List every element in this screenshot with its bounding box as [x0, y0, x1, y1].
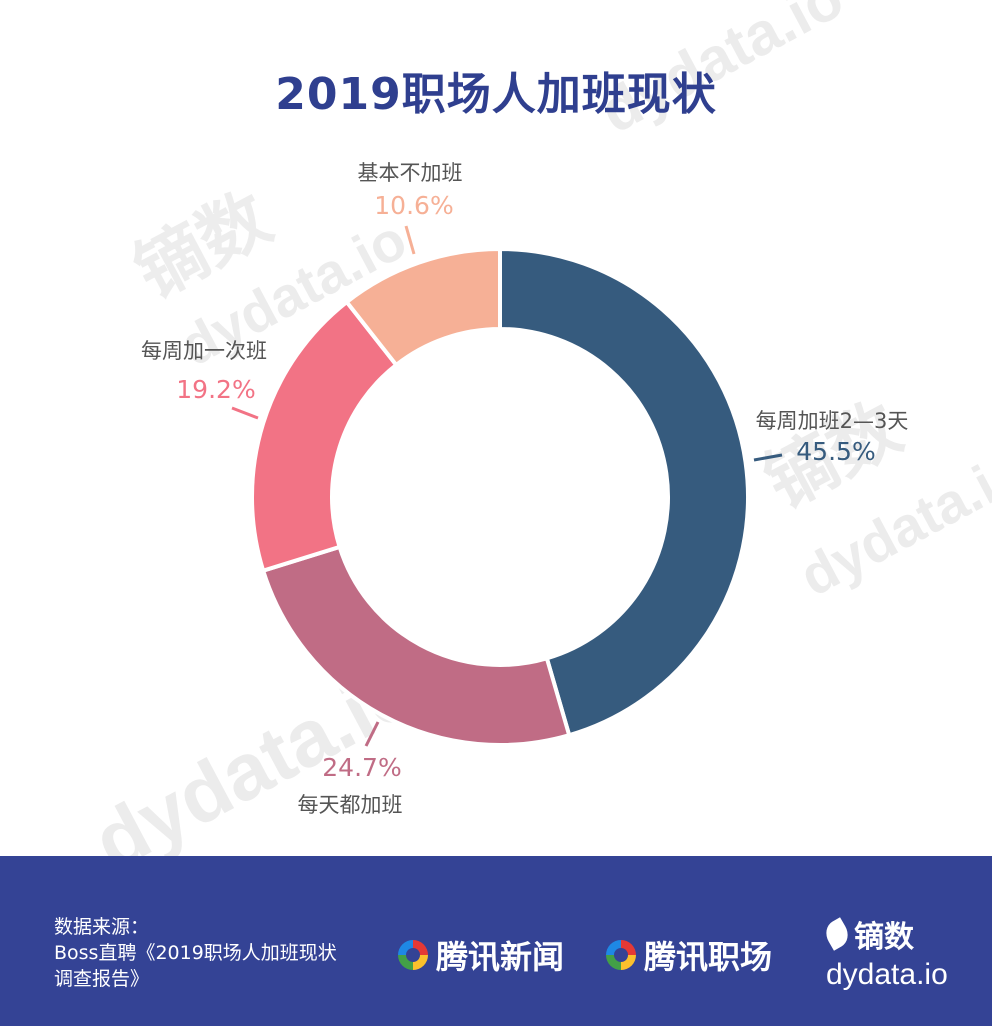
- tencent-logo-icon: [606, 940, 636, 970]
- donut-slice: [343, 246, 502, 368]
- chart-title: 2019职场人加班现状: [275, 69, 717, 120]
- data-source: 数据来源： Boss直聘《2019职场人加班现状 调查报告》: [54, 914, 364, 992]
- source-line: Boss直聘《2019职场人加班现状: [54, 942, 337, 964]
- brand-name: 腾讯新闻: [436, 938, 565, 976]
- slice-label: 每周加班2—3天: [756, 409, 909, 433]
- slice-label: 每天都加班: [298, 793, 403, 817]
- source-line: 数据来源：: [54, 916, 150, 938]
- leader-line: [753, 453, 783, 462]
- slice-label: 每周加一次班: [141, 339, 267, 363]
- leaf-icon: [820, 917, 854, 951]
- tencent-career-logo: 腾讯职场: [606, 932, 772, 978]
- dydata-logo: 镝数 dydata.io: [820, 912, 948, 992]
- leader-line: [231, 406, 259, 420]
- brand-name: 腾讯职场: [644, 938, 773, 976]
- logo-en: dydata.io: [826, 958, 948, 991]
- donut-slice: [250, 299, 400, 574]
- source-line: 调查报告》: [54, 968, 150, 990]
- logo-cn: 镝数: [854, 920, 914, 955]
- donut-chart: 每周加班2—3天 45.5% 每天都加班 24.7% 每周加一次班 19.2% 基本不加班 1…: [141, 161, 909, 817]
- footer-band: 数据来源： Boss直聘《2019职场人加班现状 调查报告》 腾讯新闻 腾讯职场…: [0, 856, 992, 1026]
- slice-value-label: 24.7%: [322, 753, 401, 782]
- slice-label: 基本不加班: [358, 161, 463, 185]
- leader-line: [404, 225, 416, 255]
- slice-value-label: 19.2%: [176, 375, 255, 404]
- donut-slice: [498, 246, 750, 738]
- tencent-logo-icon: [398, 940, 428, 970]
- tencent-news-logo: 腾讯新闻: [398, 932, 564, 978]
- donut-slice: [260, 544, 572, 747]
- leader-line: [364, 721, 380, 747]
- slice-value-label: 10.6%: [374, 191, 453, 220]
- slice-value-label: 45.5%: [796, 437, 875, 466]
